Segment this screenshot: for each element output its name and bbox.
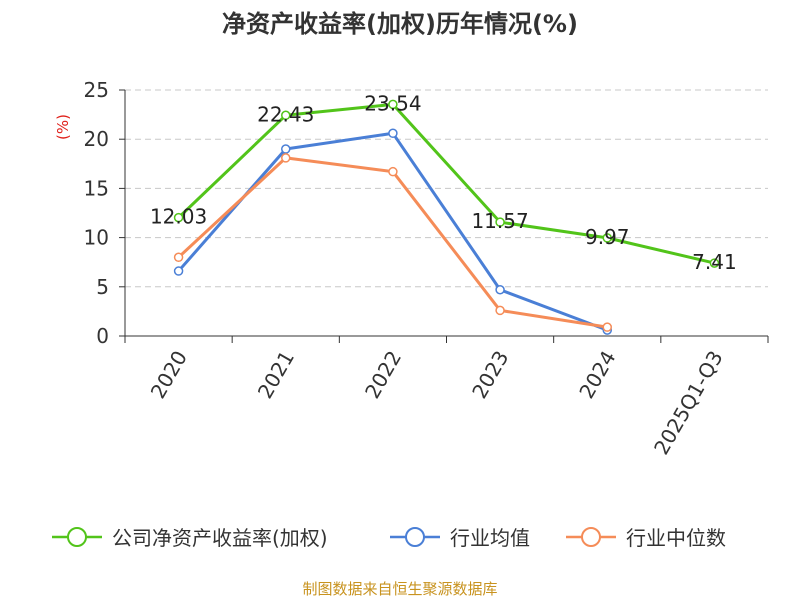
data-label-2022: 23.54 — [364, 91, 421, 115]
x-tick-label-2023: 2023 — [467, 347, 513, 403]
axes: 0 5 10 15 20 25 2020 2021 2022 2023 2024 2025Q1-Q3 — [84, 78, 769, 459]
legend-marker-1 — [405, 527, 425, 547]
data-label-2023: 11.57 — [471, 209, 528, 233]
y-axis-label: (%) — [54, 114, 72, 140]
y-tick-label-20: 20 — [84, 127, 109, 151]
data-label-2020: 12.03 — [150, 205, 207, 229]
point-s0-2025Q1-Q3 — [709, 258, 720, 268]
data-label-2025Q1-Q3: 7.41 — [692, 250, 737, 274]
point-s0-2020 — [173, 212, 184, 223]
point-s1-2021 — [281, 144, 291, 154]
legend-marker-2 — [581, 527, 601, 547]
x-tick-label-2025Q1-Q3: 2025Q1-Q3 — [649, 347, 728, 459]
point-s1-2020 — [173, 266, 184, 276]
point-s2-2024 — [602, 322, 612, 332]
y-tick-label-5: 5 — [96, 275, 109, 299]
legend: 公司净资产收益率(加权) 行业均值 行业中位数 — [52, 526, 726, 550]
point-s0-2021 — [281, 110, 291, 121]
source-note: 制图数据来自恒生聚源数据库 — [302, 580, 497, 598]
point-s1-2023 — [495, 285, 505, 295]
series-line-2 — [177, 156, 608, 329]
x-tick-label-2020: 2020 — [146, 347, 192, 403]
x-tick-label-2021: 2021 — [253, 347, 299, 403]
legend-marker-0 — [67, 527, 87, 547]
point-s2-2023 — [495, 305, 505, 316]
data-label-2024: 9.97 — [585, 225, 630, 249]
legend-label-2: 行业中位数 — [626, 526, 726, 550]
data-labels: 12.03 22.43 23.54 11.57 9.97 7.41 — [150, 91, 737, 274]
data-label-2021: 22.43 — [257, 102, 314, 126]
x-tick-label-2024: 2024 — [574, 347, 620, 403]
y-tick-label-0: 0 — [96, 324, 109, 348]
point-s2-2022 — [388, 166, 398, 177]
y-tick-label-25: 25 — [84, 78, 109, 102]
series-group — [173, 99, 720, 335]
point-s2-2021 — [281, 153, 291, 163]
point-s0-2022 — [388, 99, 398, 110]
series-line-1 — [177, 131, 608, 332]
y-tick-label-10: 10 — [84, 226, 109, 250]
legend-label-1: 行业均值 — [450, 526, 530, 550]
legend-label-0: 公司净资产收益率(加权) — [112, 526, 328, 550]
chart-title: 净资产收益率(加权)历年情况(%) — [222, 10, 578, 38]
point-s0-2023 — [495, 217, 505, 227]
y-tick-label-15: 15 — [84, 176, 109, 200]
series-line-0 — [177, 102, 715, 265]
x-tick-label-2022: 2022 — [360, 347, 406, 403]
grid-lines — [125, 89, 768, 288]
point-s0-2024 — [602, 233, 612, 243]
point-s1-2022 — [388, 128, 398, 139]
point-s2-2020 — [173, 252, 184, 263]
